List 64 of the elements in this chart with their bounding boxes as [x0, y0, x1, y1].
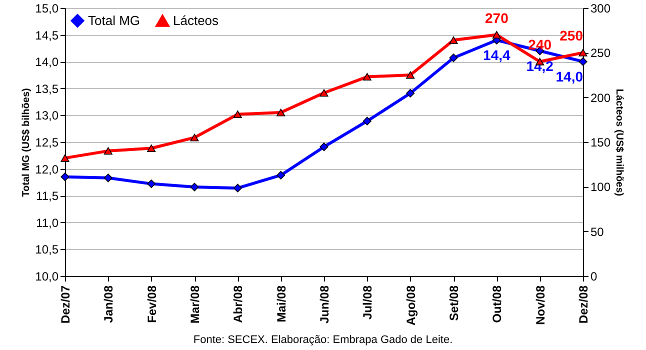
source-note: Fonte: SECEX. Elaboração: Embrapa Gado de Leite. — [192, 334, 454, 346]
point — [60, 172, 70, 182]
y-tick-label: 11,5 — [36, 189, 59, 204]
x-tick-label: Nov/08 — [533, 285, 548, 325]
y-tick-label: 10,5 — [35, 242, 59, 257]
y2-axis-title: Lácteos (US$ milhões) — [614, 88, 625, 196]
point — [147, 144, 156, 152]
x-tick-label: Fev/08 — [144, 285, 159, 323]
point — [233, 110, 242, 118]
point — [104, 174, 112, 182]
y2-tick-label: 150 — [590, 136, 611, 150]
point — [104, 147, 112, 155]
data-label: 14,0 — [556, 68, 584, 85]
y-tick-label: 12,0 — [35, 162, 59, 176]
point — [276, 108, 286, 116]
y-axis-title: Total MG (US$ bilhões) — [21, 88, 32, 197]
y2-tick-label: 300 — [590, 2, 611, 16]
data-label: 250 — [560, 28, 584, 44]
point — [60, 154, 70, 162]
x-tick-label: Mar/08 — [188, 285, 202, 324]
point — [320, 89, 328, 97]
point — [578, 48, 588, 56]
point — [233, 184, 242, 192]
point — [320, 142, 328, 152]
point — [449, 36, 458, 44]
x-tick-label: Out/08 — [490, 285, 504, 323]
x-tick-label: Ago/08 — [404, 285, 418, 326]
x-tick-label: Jun/08 — [318, 285, 332, 324]
point — [406, 88, 415, 98]
point — [449, 54, 458, 62]
y-tick-label: 14,0 — [35, 55, 59, 70]
x-tick-label: Dez/07 — [58, 285, 72, 324]
y2-tick-label: 50 — [590, 224, 604, 239]
x-tick-label: Mai/08 — [274, 285, 288, 322]
data-label: 14,4 — [483, 47, 511, 64]
point — [147, 180, 156, 188]
data-label: 240 — [528, 36, 552, 53]
point — [362, 116, 372, 126]
x-tick-label: Jan/08 — [102, 285, 116, 323]
y-tick-label: 13,5 — [35, 82, 59, 96]
x-tick-label: Jul/08 — [360, 285, 375, 320]
legend-label: Total MG — [88, 12, 140, 28]
x-tick-label: Set/08 — [447, 285, 461, 321]
y-tick-label: 10,0 — [35, 270, 59, 284]
point — [276, 170, 286, 180]
y2-tick-label: 0 — [590, 270, 598, 284]
x-tick-label: Abr/08 — [231, 285, 246, 323]
point — [406, 71, 415, 79]
y2-tick-label: 100 — [590, 180, 611, 194]
point — [190, 182, 199, 192]
y-tick-label: 14,5 — [35, 28, 59, 42]
y-tick-label: 13,0 — [35, 108, 59, 123]
y-tick-label: 15,0 — [35, 2, 59, 16]
y2-tick-label: 200 — [590, 90, 611, 105]
y2-tick-label: 250 — [590, 46, 611, 60]
x-tick-label: Dez/08 — [576, 285, 590, 324]
y-tick-label: 12,5 — [35, 136, 59, 150]
data-label: 270 — [484, 10, 509, 26]
point — [362, 73, 372, 81]
point — [190, 134, 199, 142]
point — [492, 31, 501, 39]
legend-label: Lácteos — [173, 13, 220, 28]
point — [578, 57, 588, 66]
y-tick-label: 11,0 — [36, 216, 59, 230]
